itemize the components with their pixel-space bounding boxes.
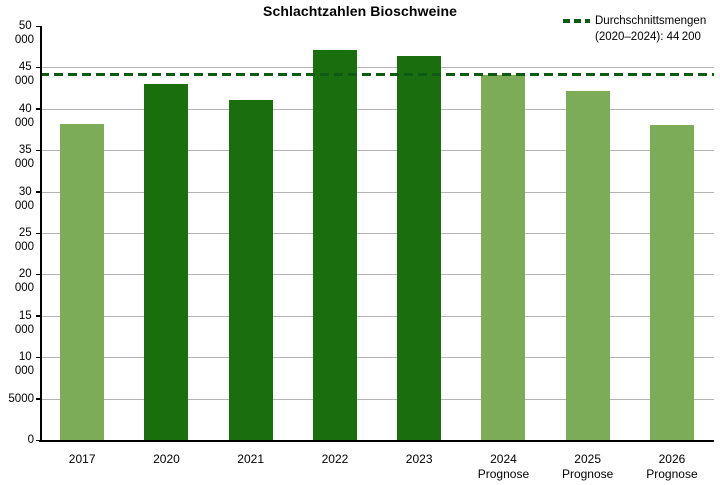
bar-2026 (649, 125, 694, 440)
gridline-35000 (40, 150, 714, 152)
x-tick-label-line: 2020 (153, 452, 180, 466)
y-tick-label-35000: 35 000 (14, 144, 34, 171)
gridline-20000 (40, 274, 714, 276)
x-axis-line (39, 440, 714, 442)
x-tick-label-2024: 2024 Prognose (461, 452, 545, 482)
chart-title: Schlachtzahlen Bioschweine (263, 3, 457, 19)
gridline-10000 (40, 357, 714, 359)
y-tick-label-5000: 5000 (8, 392, 34, 405)
x-tick-label-2022: 2022 (293, 452, 377, 467)
gridline-30000 (40, 191, 714, 193)
y-axis-tick-35000 (36, 149, 40, 152)
x-tick-label-2021: 2021 (209, 452, 293, 467)
gridline-15000 (40, 315, 714, 317)
legend-label-line2: (2020–2024): 44 200 (595, 30, 701, 43)
y-axis-tick-5000 (36, 398, 40, 400)
bar-2025 (565, 90, 610, 440)
gridline-45000 (40, 67, 714, 69)
x-tick-label-2023: 2023 (377, 452, 461, 467)
x-tick-label-line: 2021 (237, 452, 264, 466)
bar-2017 (60, 123, 105, 440)
bar-2022 (312, 50, 357, 440)
x-tick-label-line: 2025 (574, 452, 601, 466)
bar-2023 (397, 55, 442, 440)
y-axis-tick-10000 (36, 356, 40, 359)
y-tick-label-50000: 50 000 (14, 20, 34, 46)
y-tick-label-10000: 10 000 (14, 351, 34, 378)
bar-2021 (228, 99, 273, 440)
y-axis-tick-45000 (36, 66, 40, 69)
x-tick-label-2020: 2020 (124, 452, 208, 467)
y-axis-tick-15000 (36, 315, 40, 317)
y-tick-label-20000: 20 000 (14, 268, 34, 295)
bar-2020 (144, 84, 189, 440)
reference-line-average (40, 72, 714, 76)
x-tick-label-2026: 2026 Prognose (630, 452, 714, 482)
x-tick-label-line: 2022 (321, 452, 349, 466)
y-axis-tick-50000 (36, 25, 40, 27)
x-tick-label-2025: 2025 Prognose (546, 452, 630, 482)
gridline-40000 (40, 108, 714, 110)
gridline-5000 (40, 398, 714, 400)
y-tick-label-15000: 15 000 (14, 309, 34, 336)
y-tick-label-30000: 30 000 (14, 185, 34, 212)
x-tick-label-line: Prognose (561, 467, 614, 481)
y-tick-label-45000: 45 000 (14, 61, 34, 88)
y-axis-tick-40000 (36, 108, 40, 110)
y-axis-line (40, 26, 42, 440)
dashed-line-legend-swatch (563, 19, 590, 23)
x-tick-label-line: 2017 (68, 452, 96, 466)
y-axis-tick-25000 (36, 232, 40, 234)
y-tick-label-40000: 40 000 (14, 102, 34, 129)
y-tick-label-0: 0 (27, 434, 34, 446)
y-axis-tick-20000 (36, 273, 40, 276)
y-axis-tick-0 (36, 439, 40, 441)
legend-label-line1: Durchschnittsmengen (595, 15, 707, 27)
legend-text: Durchschnittsmengen (2020–2024): 44 200 (595, 14, 706, 45)
x-tick-label-line: Prognose (646, 467, 698, 481)
x-tick-label-2017: 2017 (40, 452, 124, 467)
x-tick-label-line: 2023 (405, 452, 433, 466)
y-tick-label-25000: 25 000 (14, 227, 34, 253)
bar-2024 (481, 74, 526, 440)
legend: Durchschnittsmengen (2020–2024): 44 200 (563, 14, 706, 45)
x-tick-label-line: Prognose (477, 467, 530, 481)
gridline-25000 (40, 233, 714, 234)
x-tick-label-line: 2024 (490, 452, 517, 466)
y-axis-tick-30000 (36, 191, 40, 193)
x-tick-label-line: 2026 (658, 452, 686, 466)
